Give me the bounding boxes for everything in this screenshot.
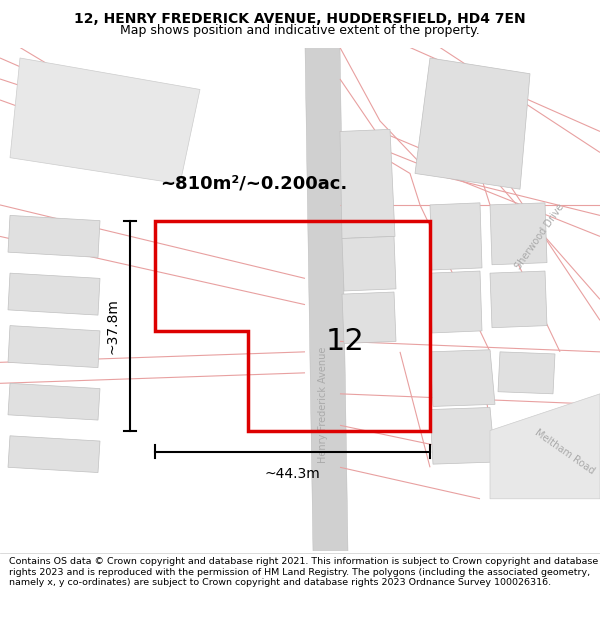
Polygon shape bbox=[305, 48, 348, 551]
Text: 12: 12 bbox=[326, 327, 364, 356]
Polygon shape bbox=[490, 203, 547, 265]
Polygon shape bbox=[430, 408, 495, 464]
Polygon shape bbox=[342, 236, 396, 291]
Polygon shape bbox=[415, 58, 530, 189]
Text: Contains OS data © Crown copyright and database right 2021. This information is : Contains OS data © Crown copyright and d… bbox=[9, 557, 598, 587]
Polygon shape bbox=[498, 352, 555, 394]
Text: ~44.3m: ~44.3m bbox=[264, 468, 320, 481]
Polygon shape bbox=[8, 326, 100, 367]
Text: Meltham Road: Meltham Road bbox=[533, 428, 597, 476]
Text: ~810m²/~0.200ac.: ~810m²/~0.200ac. bbox=[160, 175, 347, 193]
Text: 12, HENRY FREDERICK AVENUE, HUDDERSFIELD, HD4 7EN: 12, HENRY FREDERICK AVENUE, HUDDERSFIELD… bbox=[74, 12, 526, 26]
Polygon shape bbox=[340, 129, 395, 239]
Polygon shape bbox=[430, 271, 482, 333]
Polygon shape bbox=[430, 203, 482, 270]
Polygon shape bbox=[8, 383, 100, 420]
Polygon shape bbox=[8, 216, 100, 258]
Polygon shape bbox=[8, 436, 100, 472]
Polygon shape bbox=[342, 292, 396, 344]
Polygon shape bbox=[490, 394, 600, 499]
Text: Henry Frederick Avenue: Henry Frederick Avenue bbox=[318, 346, 328, 462]
Polygon shape bbox=[490, 271, 547, 328]
Text: ~37.8m: ~37.8m bbox=[106, 298, 120, 354]
Text: Sherwood Drive: Sherwood Drive bbox=[514, 202, 566, 271]
Polygon shape bbox=[8, 273, 100, 315]
Polygon shape bbox=[430, 350, 495, 406]
Text: Map shows position and indicative extent of the property.: Map shows position and indicative extent… bbox=[120, 24, 480, 37]
Polygon shape bbox=[10, 58, 200, 184]
